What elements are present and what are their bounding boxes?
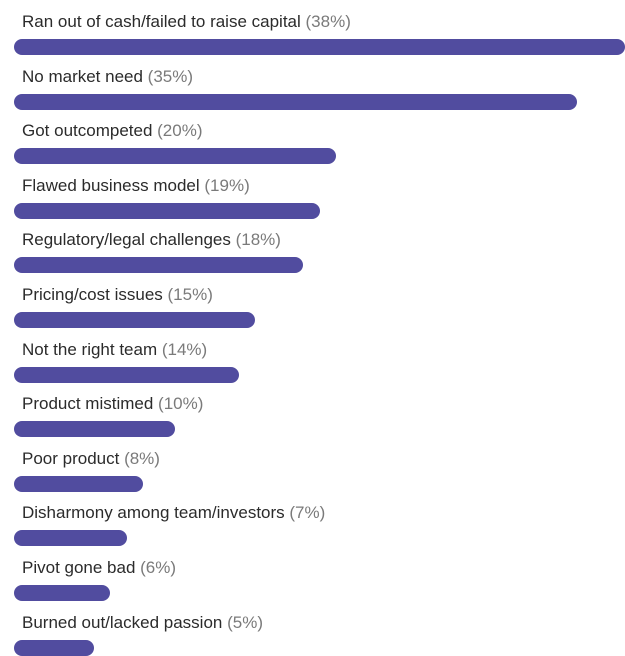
bar-row: Poor product (8%) <box>0 437 625 492</box>
category-name: Regulatory/legal challenges <box>22 230 231 250</box>
bar-row: Ran out of cash/failed to raise capital … <box>0 0 625 55</box>
category-label: No market need (35%) <box>22 67 193 87</box>
category-name: Pricing/cost issues <box>22 285 163 304</box>
bar-row: Product mistimed (10%) <box>0 382 625 438</box>
bar-row: Disharmony among team/investors (7%) <box>0 491 625 547</box>
bar-row: No market need (35%) <box>0 55 625 110</box>
category-name: Pivot gone bad <box>22 558 136 577</box>
bar <box>14 530 127 547</box>
bar <box>14 421 175 438</box>
data-label: (6%) <box>135 558 177 577</box>
category-label: Pivot gone bad (6%) <box>22 558 176 578</box>
data-label: (5%) <box>222 612 263 632</box>
data-label: (8%) <box>119 448 160 468</box>
bar-row: Pricing/cost issues (15%) <box>0 273 625 328</box>
bar-row: Regulatory/legal challenges (18%) <box>0 218 625 274</box>
bar <box>14 366 239 383</box>
category-label: Flawed business model (19%) <box>22 176 250 196</box>
data-label: (10%) <box>153 394 204 414</box>
bar <box>14 202 320 219</box>
data-label: (15%) <box>162 285 213 304</box>
category-name: Poor product <box>22 448 120 468</box>
category-label: Ran out of cash/failed to raise capital … <box>22 12 351 32</box>
data-label: (35%) <box>142 66 194 86</box>
data-label: (14%) <box>157 339 208 359</box>
category-label: Got outcompeted (20%) <box>22 121 203 141</box>
bar-row: Pivot gone bad (6%) <box>0 546 625 601</box>
category-name: Not the right team <box>22 339 158 359</box>
category-name: Disharmony among team/investors <box>22 503 285 523</box>
bar <box>14 93 577 110</box>
data-label: (7%) <box>284 503 326 523</box>
category-name: Ran out of cash/failed to raise capital <box>22 12 301 31</box>
category-label: Burned out/lacked passion (5%) <box>22 613 263 633</box>
bar <box>14 39 625 55</box>
category-name: No market need <box>22 66 143 86</box>
category-name: Flawed business model <box>22 175 200 195</box>
bar <box>14 257 303 274</box>
category-name: Got outcompeted <box>22 121 153 141</box>
bar <box>14 475 143 492</box>
category-label: Product mistimed (10%) <box>22 394 203 414</box>
bar-row: Burned out/lacked passion (5%) <box>0 601 625 656</box>
bar <box>14 585 110 601</box>
bar <box>14 312 255 328</box>
category-label: Not the right team (14%) <box>22 340 207 360</box>
bar <box>14 639 94 656</box>
category-label: Disharmony among team/investors (7%) <box>22 503 325 523</box>
bar <box>14 148 336 165</box>
data-label: (38%) <box>300 12 351 31</box>
data-label: (20%) <box>152 121 203 141</box>
category-label: Poor product (8%) <box>22 449 160 469</box>
data-label: (19%) <box>199 175 250 195</box>
bar-row: Got outcompeted (20%) <box>0 109 625 165</box>
category-label: Regulatory/legal challenges (18%) <box>22 230 281 250</box>
category-label: Pricing/cost issues (15%) <box>22 285 213 305</box>
category-name: Burned out/lacked passion <box>22 612 223 632</box>
category-name: Product mistimed <box>22 394 154 414</box>
bar-row: Not the right team (14%) <box>0 328 625 383</box>
data-label: (18%) <box>230 230 281 250</box>
bar-row: Flawed business model (19%) <box>0 164 625 219</box>
